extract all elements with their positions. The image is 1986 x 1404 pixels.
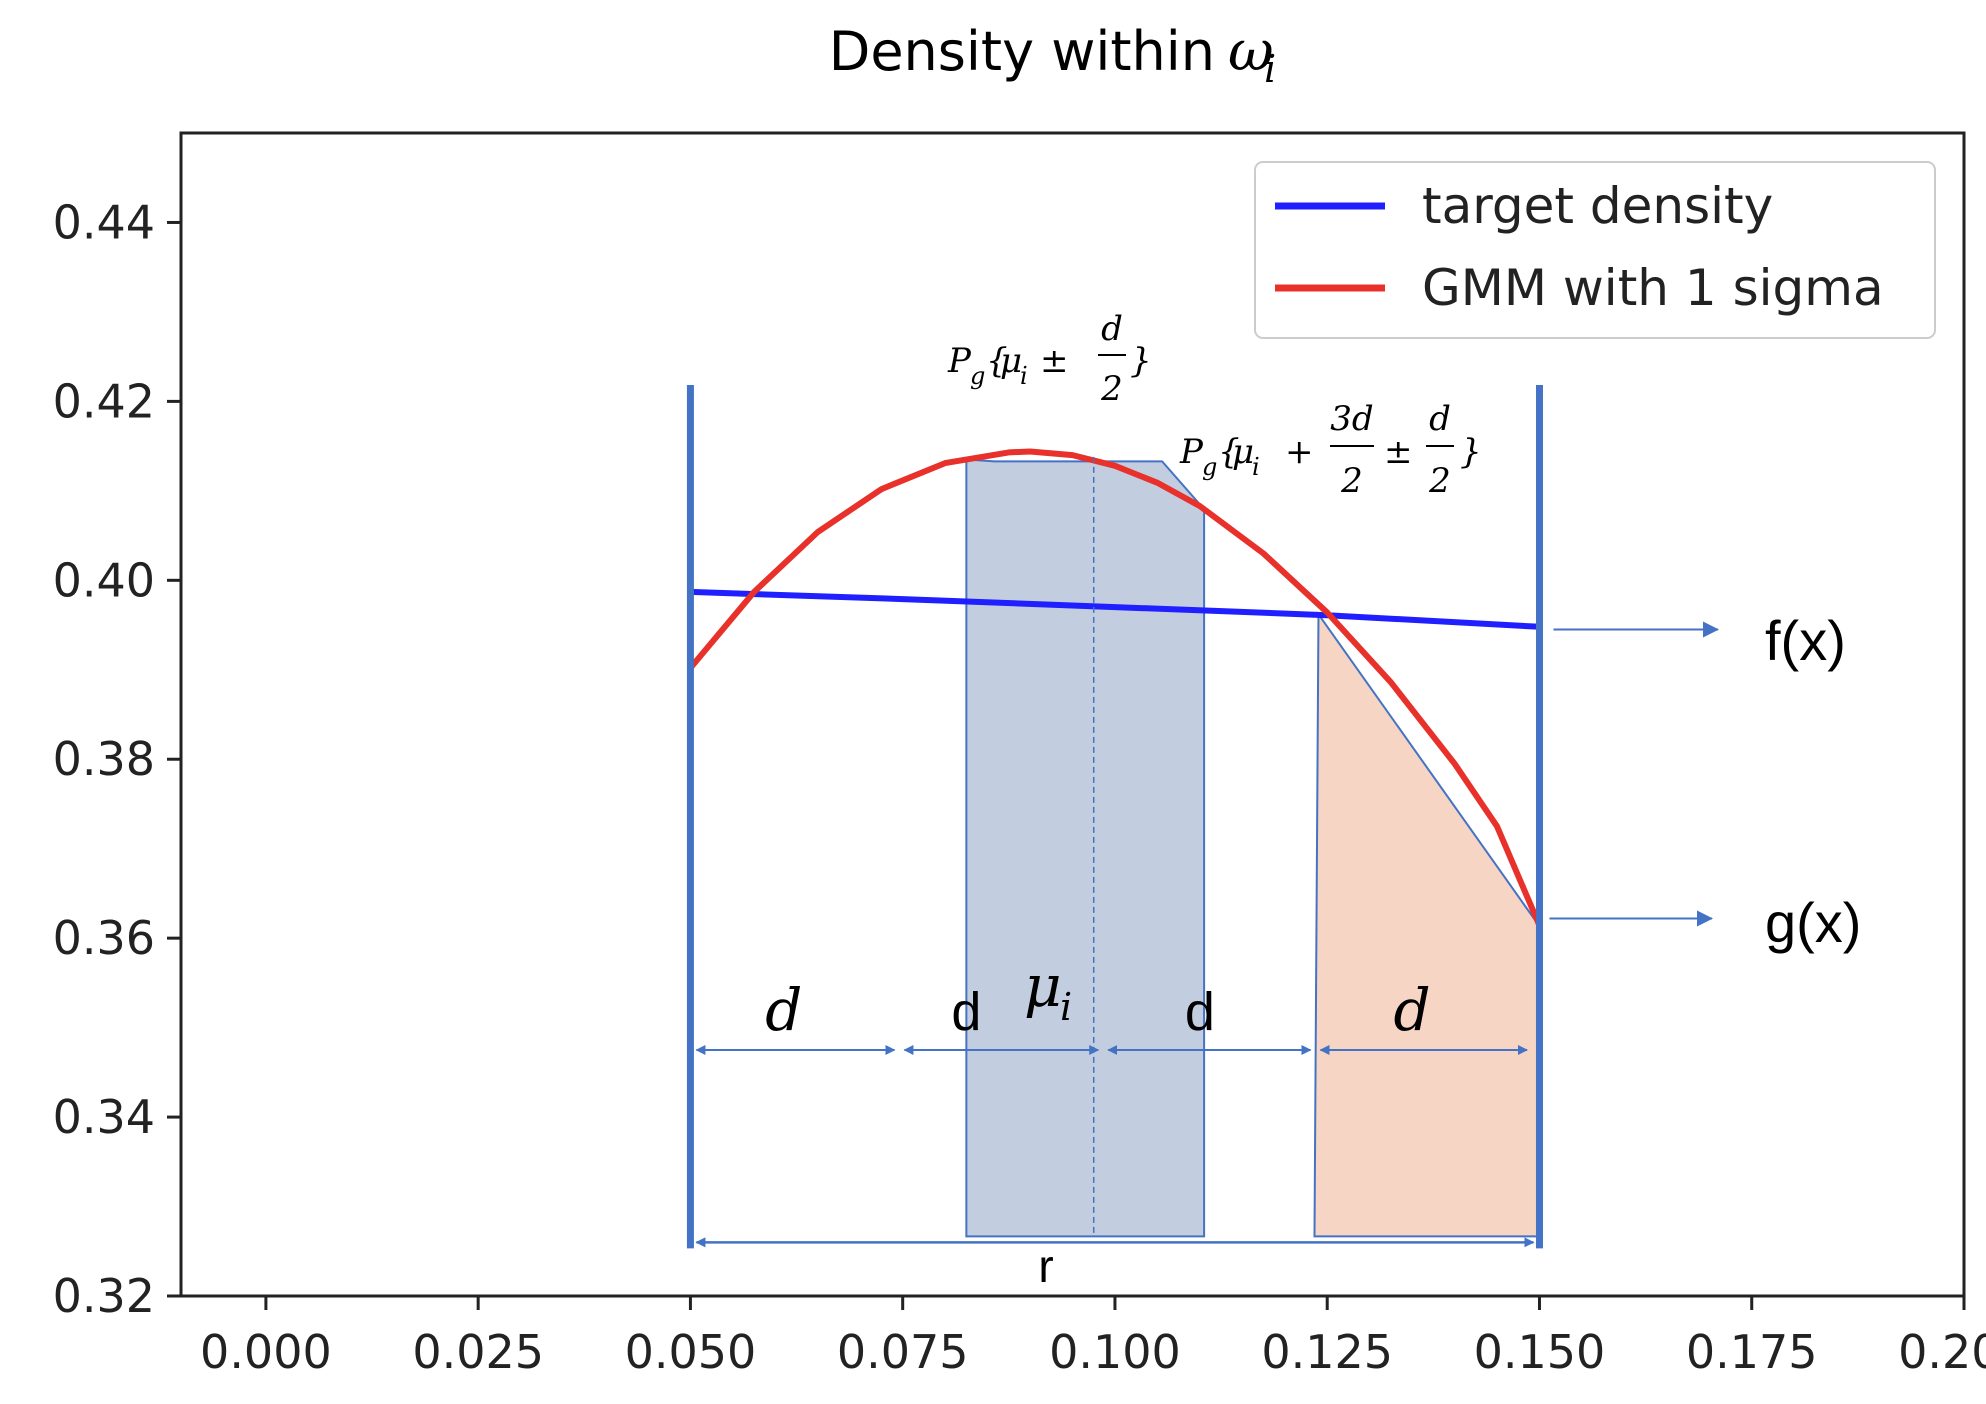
pg-side-numerator-2: d <box>1429 399 1451 439</box>
segment-width-label: d <box>951 982 981 1042</box>
annotation-marks <box>686 385 1719 1249</box>
pg-side-brace-close: } <box>1460 432 1482 472</box>
pg-center-g: g <box>970 362 985 390</box>
pg-center-p: P <box>947 341 972 381</box>
pg-side-g: g <box>1202 453 1217 481</box>
x-tick-label: 0.150 <box>1474 1325 1606 1379</box>
x-tick-label: 0.200 <box>1898 1325 1986 1379</box>
pg-center-mu: μ <box>1000 341 1022 381</box>
pg-side-denominator-2: 2 <box>1428 461 1451 501</box>
y-tick-label: 0.42 <box>53 374 155 428</box>
segment-width-label: d <box>1394 976 1431 1044</box>
x-tick-label: 0.175 <box>1686 1325 1818 1379</box>
y-tick-label: 0.38 <box>53 732 155 786</box>
legend-box <box>1254 161 1936 339</box>
pg-side-i: i <box>1252 453 1260 481</box>
pg-center-pm: ± <box>1040 341 1069 381</box>
legend-label-gmm: GMM with 1 sigma <box>1422 259 1884 317</box>
pg-center-brace-open: { <box>986 341 1008 381</box>
pg-side-denominator-1: 2 <box>1340 461 1363 501</box>
pg-center-numerator: d <box>1101 309 1123 349</box>
y-tick-label: 0.40 <box>53 553 155 607</box>
x-tick-label: 0.100 <box>1049 1325 1181 1379</box>
x-tick-label: 0.075 <box>837 1325 969 1379</box>
f-of-x-label: f(x) <box>1765 609 1846 672</box>
x-axis-ticks: 0.000 0.025 0.050 0.075 0.100 0.125 0.150 0.175… <box>200 1296 1986 1379</box>
pg-center-denominator: 2 <box>1100 369 1123 409</box>
pg-side-numerator-1: 3d <box>1330 399 1373 439</box>
pg-center-label: P g { μ i ± d 2 } <box>947 309 1152 409</box>
plot-frame <box>179 131 1966 1298</box>
pg-side-brace-open: { <box>1218 432 1240 472</box>
y-tick-label: 0.32 <box>53 1269 155 1323</box>
y-tick-label: 0.44 <box>53 195 155 249</box>
title-omega-subscript: i <box>1264 47 1276 91</box>
x-tick-label: 0.025 <box>412 1325 544 1379</box>
pg-side-label: P g { μ i + 3d 2 ± d 2 } <box>1179 399 1482 501</box>
y-tick-label: 0.36 <box>53 911 155 965</box>
r-label: r <box>1038 1240 1053 1292</box>
x-tick-label: 0.050 <box>625 1325 757 1379</box>
g-of-x-label: g(x) <box>1765 891 1861 954</box>
pg-side-pm: ± <box>1384 432 1413 472</box>
pg-center-brace-close: } <box>1130 341 1152 381</box>
legend-label-target-density: target density <box>1422 177 1773 235</box>
pg-side-plus: + <box>1285 432 1314 472</box>
chart-title: Density within ω i <box>829 19 1276 91</box>
gmm-line <box>688 448 1543 927</box>
series-lines <box>688 448 1543 927</box>
x-tick-label: 0.125 <box>1261 1325 1393 1379</box>
legend: target density GMM with 1 sigma <box>1254 161 1936 339</box>
target-density-line <box>690 588 1540 630</box>
chart-title-text: Density within <box>829 20 1215 83</box>
x-tick-label: 0.000 <box>200 1325 332 1379</box>
pg-center-i: i <box>1020 362 1028 390</box>
segment-width-label: d <box>765 976 802 1044</box>
y-tick-label: 0.34 <box>53 1090 155 1144</box>
side-bin-region <box>1313 611 1540 1238</box>
mu-label: μ i <box>1024 952 1072 1029</box>
title-omega-symbol: ω <box>1228 19 1274 84</box>
pg-side-p: P <box>1179 432 1204 472</box>
center-bin-region <box>965 458 1206 1238</box>
pg-side-mu: μ <box>1232 432 1254 472</box>
y-axis-ticks: 0.32 0.34 0.36 0.38 0.40 0.42 0.44 <box>53 195 181 1323</box>
mu-subscript: i <box>1060 985 1072 1029</box>
mu-symbol: μ <box>1024 952 1062 1020</box>
annotation-regions <box>965 458 1540 1238</box>
segment-width-label: d <box>1185 982 1215 1042</box>
